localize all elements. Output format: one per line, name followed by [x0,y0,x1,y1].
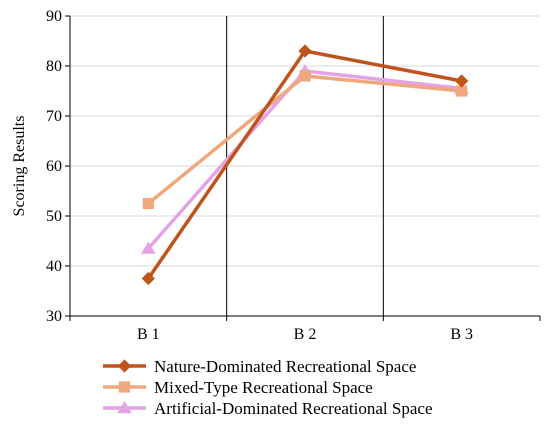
legend-marker [117,359,132,373]
x-tick-label: B 3 [450,326,473,343]
data-point [298,44,312,58]
series-2 [140,64,470,254]
series-layer [140,44,470,286]
y-tick-label: 70 [46,108,62,125]
y-tick-label: 50 [46,208,62,225]
y-tick-label: 80 [46,58,62,75]
axis-layer: 30 40 50 60 70 80 90 B 1 B 2 B 3 Scoring Results [11,8,541,343]
series-line [147,69,462,250]
y-axis-title: Scoring Results [11,116,28,217]
legend-marker [117,401,132,414]
data-point [456,85,468,97]
legend-label: Mixed-Type Recreational Space [154,378,373,397]
legend-item: Nature-Dominated Recreational Space [103,357,416,376]
y-tick-label: 30 [46,308,62,325]
legend-item: Mixed-Type Recreational Space [103,378,373,397]
data-point [455,74,469,88]
series-line [147,74,462,205]
series-1 [142,70,468,210]
data-point [140,241,156,254]
x-tick-label: B 2 [294,326,317,343]
chart-legend: Nature-Dominated Recreational Space Mixed… [103,357,433,418]
y-tick-label: 90 [46,8,62,25]
x-tick-label: B 1 [137,326,160,343]
legend-item: Artificial-Dominated Recreational Space [103,399,433,418]
data-point [299,70,311,82]
data-point [142,197,154,210]
legend-label: Nature-Dominated Recreational Space [154,357,416,376]
series-0 [141,44,469,286]
y-tick-label: 60 [46,158,62,175]
y-tick-label: 40 [46,258,62,275]
legend-label: Artificial-Dominated Recreational Space [154,399,433,418]
data-point [141,271,155,286]
legend-marker [118,381,131,393]
